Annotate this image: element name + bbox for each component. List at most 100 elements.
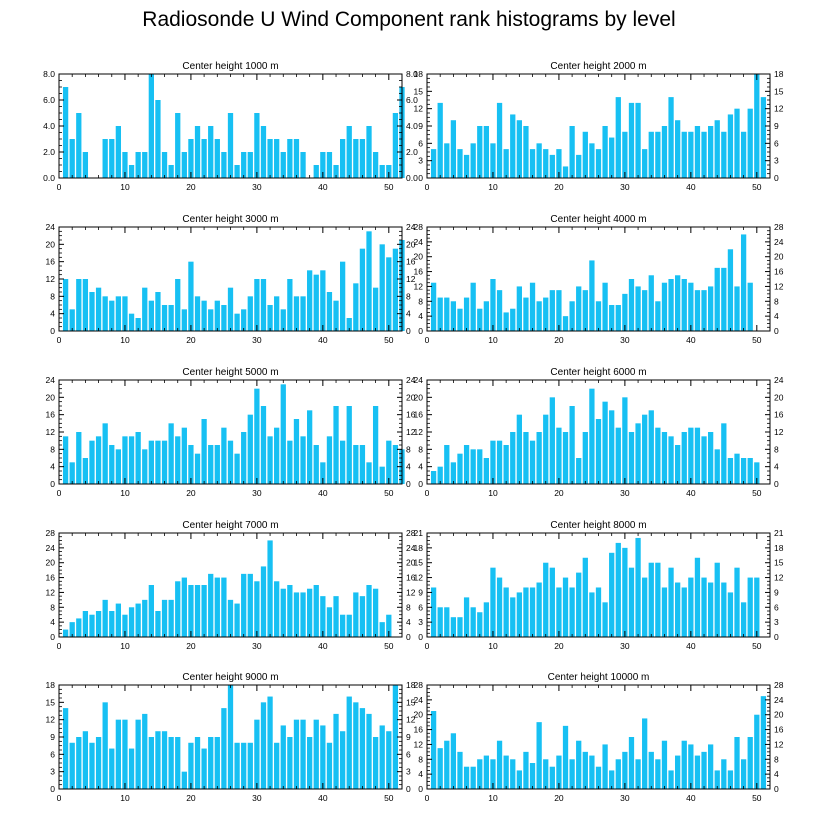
x-tick-label: 0 — [425, 793, 430, 803]
bar — [155, 292, 161, 331]
y-tick-label: 0 — [418, 479, 423, 489]
bar — [115, 296, 122, 331]
bar — [168, 599, 174, 637]
bar — [444, 607, 450, 637]
bar — [95, 611, 102, 637]
bar — [379, 466, 385, 484]
bar — [128, 748, 135, 789]
y-tick-label: 6 — [774, 138, 779, 148]
bar — [161, 440, 168, 484]
bar — [346, 614, 352, 637]
bar — [69, 462, 75, 484]
bar — [254, 388, 260, 484]
bar — [727, 458, 734, 484]
bar — [582, 557, 588, 637]
bar — [300, 719, 306, 789]
y-tick-label: 6 — [774, 602, 779, 612]
bar — [648, 751, 654, 789]
bar — [543, 562, 549, 637]
bar — [392, 445, 399, 484]
bar — [549, 154, 555, 178]
x-tick-label: 20 — [554, 641, 564, 651]
bar — [543, 297, 549, 331]
y-tick-label: 24 — [414, 237, 424, 247]
bar — [655, 427, 661, 484]
bar — [293, 296, 300, 331]
bar — [747, 737, 753, 789]
bar — [82, 279, 89, 331]
bar — [241, 573, 247, 637]
bar — [181, 427, 187, 484]
x-tick-label: 0 — [425, 335, 430, 345]
bar — [595, 149, 602, 178]
y-tick-label: 16 — [406, 410, 416, 420]
bar — [260, 406, 267, 484]
bar — [142, 713, 148, 789]
y-tick-label: 20 — [414, 252, 424, 262]
x-tick-label: 10 — [120, 793, 130, 803]
bar — [175, 581, 181, 637]
y-tick-label: 16 — [774, 267, 784, 277]
bar — [89, 742, 95, 789]
y-tick-label: 15 — [774, 86, 784, 96]
panel-title: Center height 9000 m — [182, 672, 278, 683]
bar — [320, 270, 326, 331]
bar — [576, 572, 582, 637]
bar — [694, 427, 701, 484]
bar — [734, 737, 740, 789]
bar — [227, 685, 234, 789]
x-tick-label: 20 — [554, 335, 564, 345]
y-tick-label: 8.0 — [43, 69, 55, 79]
x-tick-label: 30 — [252, 182, 262, 192]
bar — [274, 139, 280, 178]
bar — [562, 432, 569, 484]
y-tick-label: 6.0 — [406, 95, 418, 105]
bar — [379, 165, 385, 178]
bar — [602, 744, 608, 789]
x-tick-label: 0 — [425, 182, 430, 192]
panel-title: Center height 3000 m — [182, 214, 278, 225]
y-tick-label: 28 — [414, 222, 424, 232]
bar — [379, 725, 385, 789]
bar — [392, 685, 399, 789]
y-tick-label: 16 — [46, 410, 56, 420]
bar — [392, 113, 399, 178]
y-tick-label: 2.0 — [43, 147, 55, 157]
bar — [280, 588, 286, 637]
bar — [668, 436, 674, 484]
bar — [221, 427, 227, 484]
bar — [247, 152, 253, 178]
bar — [326, 292, 333, 331]
x-tick-label: 40 — [318, 641, 328, 651]
y-tick-label: 4 — [406, 309, 411, 319]
bar — [188, 585, 194, 637]
bar — [260, 702, 267, 789]
y-tick-label: 12 — [46, 274, 56, 284]
bar — [339, 139, 346, 178]
bar — [109, 445, 115, 484]
bar — [727, 249, 734, 331]
y-tick-label: 4 — [774, 462, 779, 472]
bar — [366, 713, 372, 789]
bar — [576, 286, 582, 331]
y-tick-label: 9 — [774, 587, 779, 597]
chart-panel-1: Center height 1000 m 0.0 0.0 2.0 2.0 4.0 4.0 6.… — [43, 61, 418, 192]
bar — [463, 154, 470, 178]
x-tick-label: 40 — [318, 488, 328, 498]
bar — [721, 582, 727, 637]
y-tick-label: 0 — [406, 632, 411, 642]
bar — [188, 445, 194, 484]
y-tick-label: 21 — [774, 528, 784, 538]
bar — [701, 436, 707, 484]
bar — [300, 436, 306, 484]
y-tick-label: 12 — [46, 715, 56, 725]
y-tick-label: 20 — [46, 239, 56, 249]
y-tick-label: 0.0 — [406, 173, 418, 183]
y-tick-label: 20 — [774, 252, 784, 262]
x-tick-label: 30 — [252, 335, 262, 345]
bar — [175, 737, 181, 789]
panel-title: Center height 4000 m — [550, 214, 646, 225]
x-tick-label: 0 — [425, 488, 430, 498]
bar — [675, 120, 681, 178]
